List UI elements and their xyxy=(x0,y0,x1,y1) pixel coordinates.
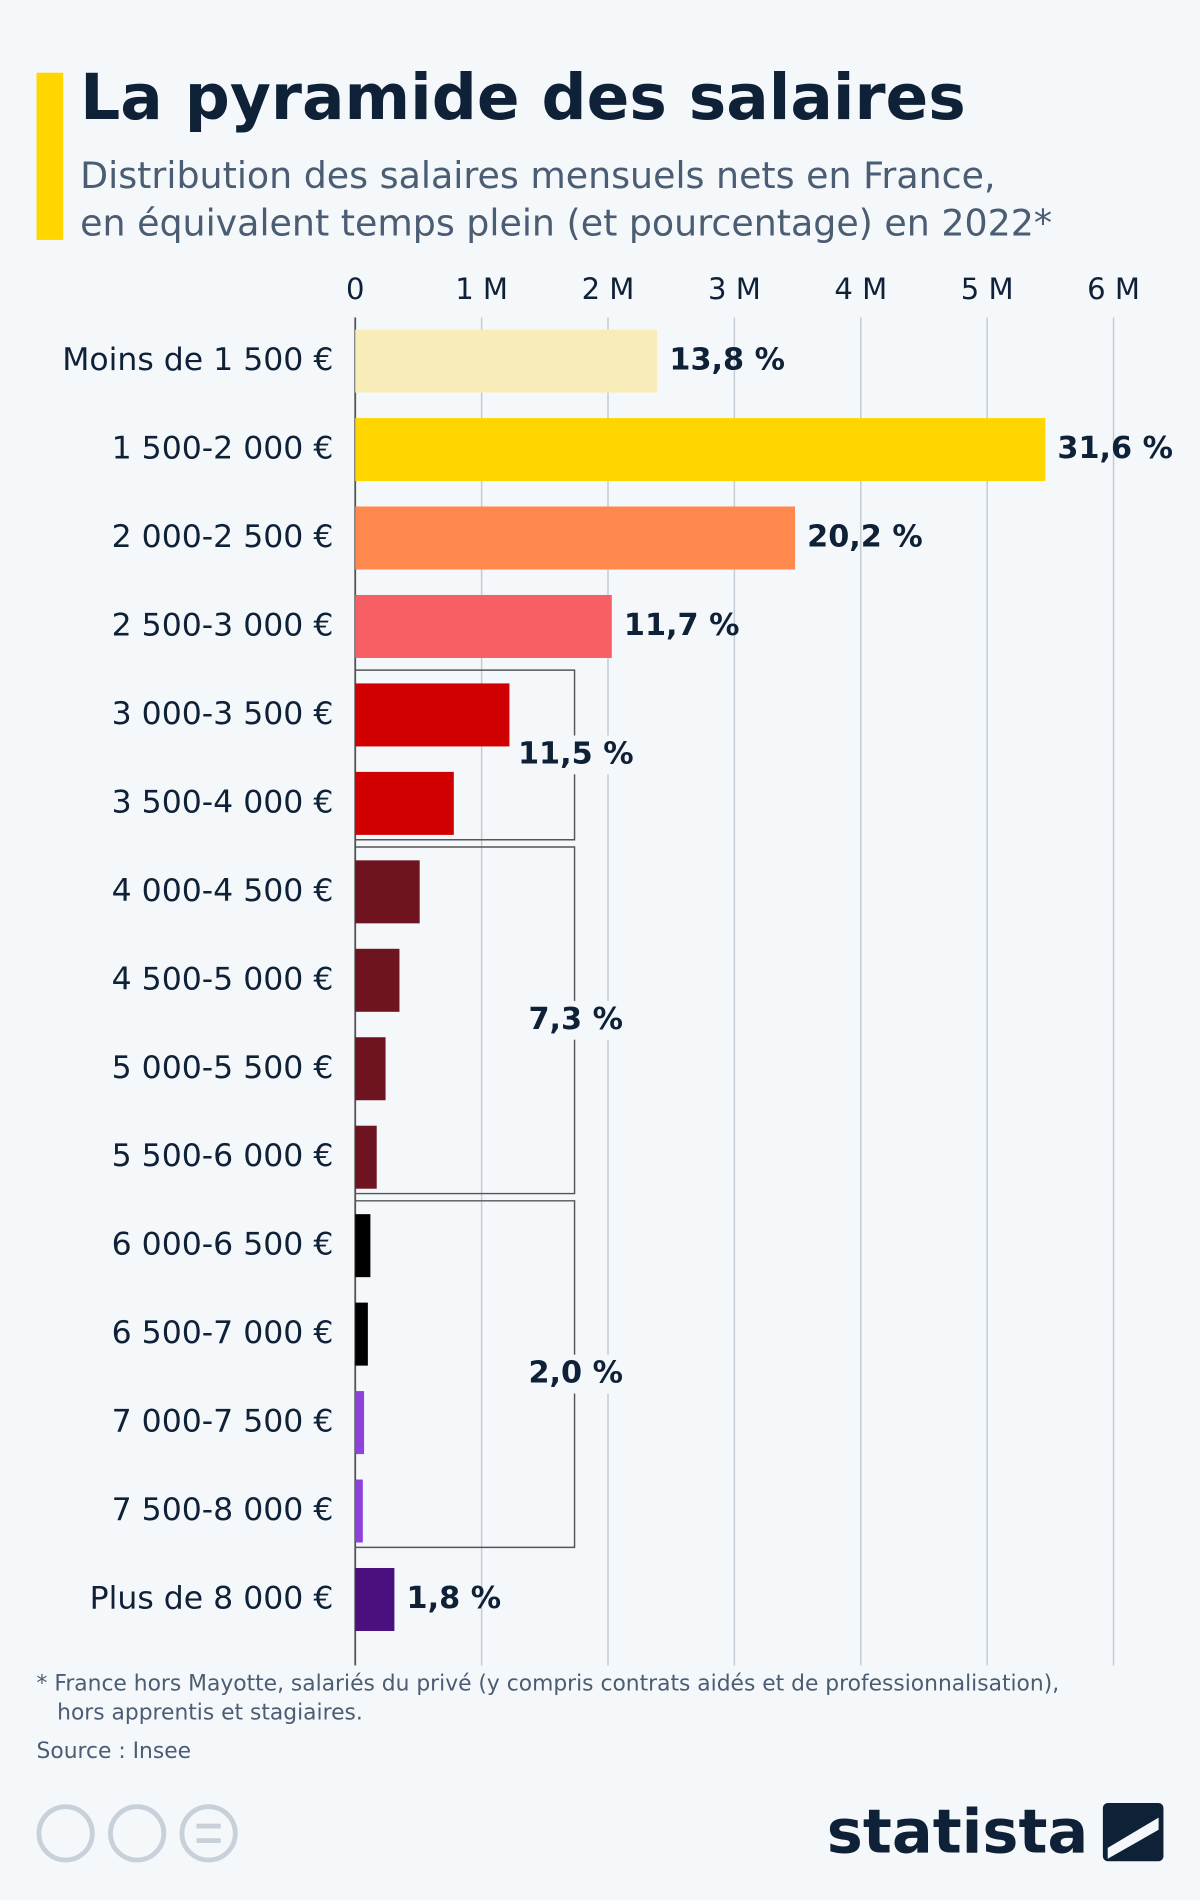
share-label: 1,8 % xyxy=(407,1581,502,1616)
bar xyxy=(355,1125,377,1189)
y-tick-label: 7 500-8 000 € xyxy=(112,1492,334,1528)
x-tick-label: 4 M xyxy=(834,272,887,306)
x-tick-label: 1 M xyxy=(455,272,508,306)
chart-title: La pyramide des salaires xyxy=(80,61,966,134)
y-tick-label: 3 500-4 000 € xyxy=(112,784,334,820)
x-tick-label: 2 M xyxy=(582,272,635,306)
x-tick-label: 5 M xyxy=(961,272,1014,306)
y-tick-label: 2 500-3 000 € xyxy=(112,607,334,643)
y-tick-label: 5 500-6 000 € xyxy=(112,1138,334,1174)
share-label: 31,6 % xyxy=(1057,431,1173,466)
x-tick-label: 0 xyxy=(346,272,365,306)
chart-subtitle: en équivalent temps plein (et pourcentag… xyxy=(80,201,1052,244)
share-label: 20,2 % xyxy=(807,520,923,555)
share-label: 11,5 % xyxy=(518,736,634,771)
x-tick-label: 6 M xyxy=(1087,272,1140,306)
source: Source : Insee xyxy=(37,1739,191,1764)
bar xyxy=(355,948,400,1012)
brand-logo xyxy=(1102,1803,1164,1862)
brand: statista xyxy=(827,1797,1089,1867)
bar xyxy=(355,594,612,658)
bar xyxy=(355,860,420,924)
y-tick-label: 4 000-4 500 € xyxy=(112,873,334,909)
bar xyxy=(355,683,510,747)
share-label: 7,3 % xyxy=(528,1002,623,1037)
chart-subtitle: Distribution des salaires mensuels nets … xyxy=(80,154,995,197)
bar xyxy=(355,771,454,835)
footnote: hors apprentis et stagiaires. xyxy=(57,1700,363,1725)
label-bg xyxy=(526,1354,624,1394)
y-tick-label: 5 000-5 500 € xyxy=(112,1050,334,1086)
title-accent xyxy=(36,72,64,240)
bar xyxy=(355,1037,386,1101)
x-tick-label: 3 M xyxy=(708,272,761,306)
y-tick-label: 4 500-5 000 € xyxy=(112,961,334,997)
bar xyxy=(355,1214,371,1278)
bar xyxy=(355,1391,365,1455)
y-tick-label: 1 500-2 000 € xyxy=(112,431,334,467)
label-bg xyxy=(526,735,624,775)
y-tick-label: 7 000-7 500 € xyxy=(112,1404,334,1440)
y-tick-label: Plus de 8 000 € xyxy=(90,1580,334,1616)
label-bg xyxy=(526,1000,624,1040)
share-label: 13,8 % xyxy=(669,343,785,378)
share-label: 11,7 % xyxy=(624,608,740,643)
bar xyxy=(355,1567,395,1631)
bar xyxy=(355,329,658,393)
bar xyxy=(355,1479,363,1543)
bar xyxy=(355,506,796,570)
footnote: * France hors Mayotte, salariés du privé… xyxy=(37,1671,1060,1696)
y-tick-label: Moins de 1 500 € xyxy=(62,342,333,378)
bar xyxy=(355,418,1046,482)
y-tick-label: 3 000-3 500 € xyxy=(112,696,334,732)
y-tick-label: 2 000-2 500 € xyxy=(112,519,334,555)
bar xyxy=(355,1302,368,1366)
share-label: 2,0 % xyxy=(528,1356,623,1391)
license-icons xyxy=(36,1804,238,1863)
y-tick-label: 6 000-6 500 € xyxy=(112,1227,334,1263)
y-tick-label: 6 500-7 000 € xyxy=(112,1315,334,1351)
